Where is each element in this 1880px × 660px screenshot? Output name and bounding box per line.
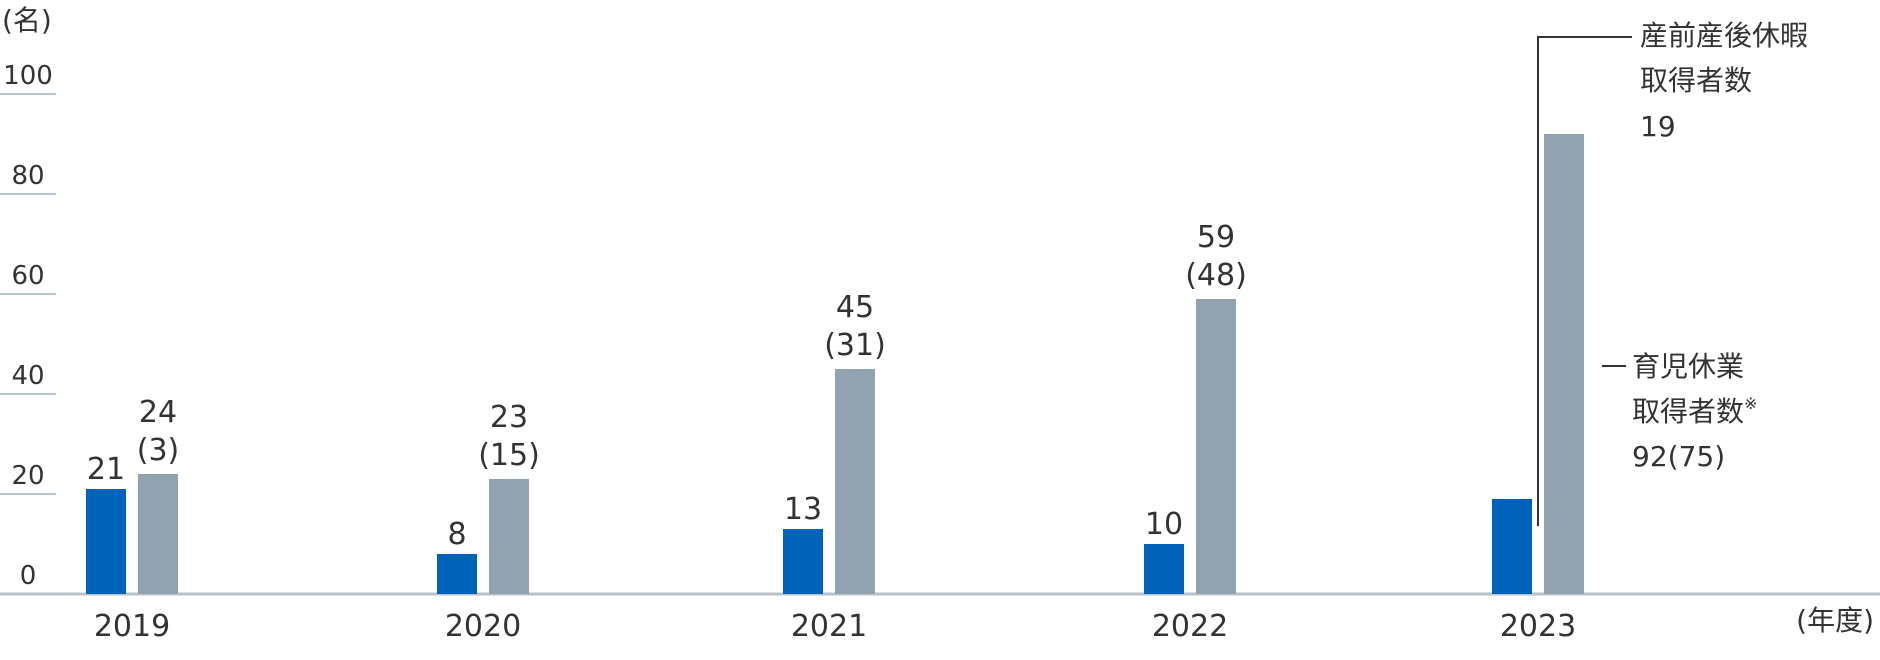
- bar-label-childcare-paren-2022: (48): [1185, 258, 1247, 293]
- legend-childcare-paren: (75): [1668, 440, 1725, 473]
- bar-label-childcare-paren-2019: (3): [137, 433, 180, 468]
- x-tick-label-2022: 2022: [1152, 609, 1228, 644]
- legend-maternity-leave: 産前産後休暇 取得者数 19: [1537, 19, 1808, 526]
- legend-childcare-line2-text: 取得者数: [1632, 395, 1744, 428]
- bar-maternity-2020: [437, 554, 477, 594]
- bar-label-maternity-2020: 8: [447, 517, 466, 552]
- legend-maternity-value: 19: [1640, 110, 1676, 143]
- y-axis-ticks: 0 20 40 60 80 100: [0, 61, 56, 591]
- bar-value-labels: 21 24(3) 8 23(15) 13 45(31) 10 59(48): [87, 220, 1247, 552]
- legend-childcare-value: 92: [1632, 440, 1668, 473]
- bar-label-maternity-2022: 10: [1145, 507, 1183, 542]
- bars: [86, 134, 1584, 594]
- x-axis-tick-labels: 2019 2020 2021 2022 2023: [94, 609, 1576, 644]
- bar-maternity-2021: [783, 529, 823, 594]
- bar-label-childcare-2021: 45: [836, 290, 874, 325]
- y-tick-label: 60: [11, 261, 44, 291]
- y-tick-label: 100: [3, 61, 53, 91]
- bar-childcare-2020: [489, 479, 529, 594]
- legend-maternity-line1: 産前産後休暇: [1640, 19, 1808, 52]
- x-axis-unit-label: (年度): [1796, 604, 1874, 637]
- legend-maternity-leader-line: [1537, 36, 1632, 526]
- y-tick-label: 40: [11, 361, 44, 391]
- bar-maternity-2023: [1492, 499, 1532, 594]
- legend-childcare-value-line: 92(75): [1632, 440, 1725, 473]
- bar-label-childcare-2020: 23: [490, 400, 528, 435]
- legend-childcare-note-mark: ※: [1744, 394, 1757, 413]
- x-tick-label-2019: 2019: [94, 609, 170, 644]
- bar-maternity-2022: [1144, 544, 1184, 594]
- bar-label-childcare-2022: 59: [1197, 220, 1235, 255]
- bar-childcare-2022: [1196, 299, 1236, 594]
- x-tick-label-2021: 2021: [791, 609, 867, 644]
- legend-childcare-line1: 育児休業: [1632, 350, 1744, 383]
- y-axis: (名): [2, 4, 52, 37]
- bar-label-childcare-paren-2021: (31): [824, 328, 886, 363]
- bar-maternity-2019: [86, 489, 126, 594]
- bar-label-maternity-2021: 13: [784, 492, 822, 527]
- bar-childcare-2021: [835, 369, 875, 594]
- legend-childcare-line2: 取得者数※: [1632, 394, 1757, 428]
- y-tick-label: 20: [11, 461, 44, 491]
- legend-childcare-leave: 育児休業 取得者数※ 92(75): [1602, 350, 1757, 473]
- y-tick-label: 0: [20, 561, 37, 591]
- bar-label-childcare-paren-2020: (15): [478, 438, 540, 473]
- y-axis-unit-label: (名): [2, 4, 52, 37]
- y-tick-label: 80: [11, 161, 44, 191]
- x-tick-label-2023: 2023: [1500, 609, 1576, 644]
- x-tick-label-2020: 2020: [445, 609, 521, 644]
- bar-label-childcare-2019: 24: [139, 395, 177, 430]
- bar-childcare-2019: [138, 474, 178, 594]
- bar-childcare-2023: [1544, 134, 1584, 594]
- legend-maternity-line2: 取得者数: [1640, 64, 1752, 97]
- bar-label-maternity-2019: 21: [87, 452, 125, 487]
